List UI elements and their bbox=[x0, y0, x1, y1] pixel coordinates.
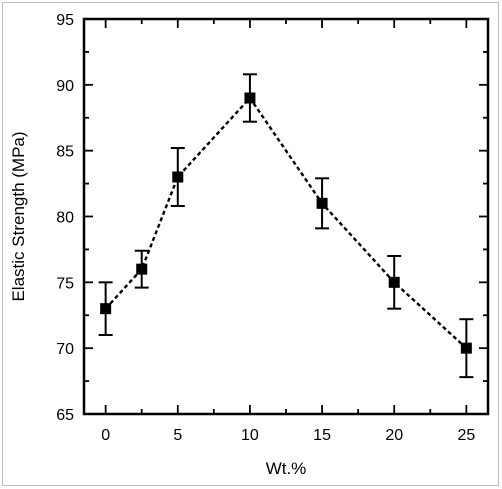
data-point bbox=[244, 92, 256, 104]
y-tick-label: 90 bbox=[56, 78, 74, 95]
x-tick-label: 10 bbox=[241, 427, 259, 444]
data-point bbox=[172, 171, 184, 183]
ticks: 0 5 10 15 20 25 65 70 75 80 85 90 95 bbox=[56, 12, 488, 444]
y-tick-label: 65 bbox=[56, 407, 74, 424]
y-tick-label: 70 bbox=[56, 341, 74, 358]
x-tick-label: 5 bbox=[173, 427, 182, 444]
data-point bbox=[388, 276, 400, 288]
x-tick-label: 25 bbox=[457, 427, 475, 444]
x-tick-label: 0 bbox=[101, 427, 110, 444]
series bbox=[98, 73, 474, 379]
y-axis-title: Elastic Strength (MPa) bbox=[9, 131, 28, 301]
data-point bbox=[100, 303, 112, 315]
data-point bbox=[316, 197, 328, 209]
series-line bbox=[104, 96, 468, 350]
x-tick-label: 20 bbox=[385, 427, 403, 444]
y-tick-label: 95 bbox=[56, 12, 74, 29]
x-tick-label: 15 bbox=[313, 427, 331, 444]
data-point bbox=[460, 342, 472, 354]
y-tick-label: 75 bbox=[56, 275, 74, 292]
data-point bbox=[136, 263, 148, 275]
plot-border bbox=[82, 17, 490, 416]
y-tick-label: 80 bbox=[56, 210, 74, 227]
y-tick-label: 85 bbox=[56, 144, 74, 161]
axes bbox=[82, 17, 490, 416]
x-axis-title: Wt.% bbox=[266, 459, 307, 478]
